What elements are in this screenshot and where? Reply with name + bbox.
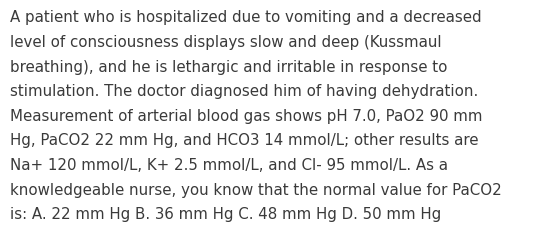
Text: Measurement of arterial blood gas shows pH 7.0, PaO2 90 mm: Measurement of arterial blood gas shows … bbox=[10, 108, 483, 123]
Text: A patient who is hospitalized due to vomiting and a decreased: A patient who is hospitalized due to vom… bbox=[10, 10, 482, 25]
Text: stimulation. The doctor diagnosed him of having dehydration.: stimulation. The doctor diagnosed him of… bbox=[10, 84, 478, 99]
Text: Na+ 120 mmol/L, K+ 2.5 mmol/L, and Cl- 95 mmol/L. As a: Na+ 120 mmol/L, K+ 2.5 mmol/L, and Cl- 9… bbox=[10, 157, 448, 172]
Text: breathing), and he is lethargic and irritable in response to: breathing), and he is lethargic and irri… bbox=[10, 59, 448, 74]
Text: level of consciousness displays slow and deep (Kussmaul: level of consciousness displays slow and… bbox=[10, 35, 442, 50]
Text: knowledgeable nurse, you know that the normal value for PaCO2: knowledgeable nurse, you know that the n… bbox=[10, 182, 502, 197]
Text: is: A. 22 mm Hg B. 36 mm Hg C. 48 mm Hg D. 50 mm Hg: is: A. 22 mm Hg B. 36 mm Hg C. 48 mm Hg … bbox=[10, 206, 441, 221]
Text: Hg, PaCO2 22 mm Hg, and HCO3 14 mmol/L; other results are: Hg, PaCO2 22 mm Hg, and HCO3 14 mmol/L; … bbox=[10, 133, 479, 148]
